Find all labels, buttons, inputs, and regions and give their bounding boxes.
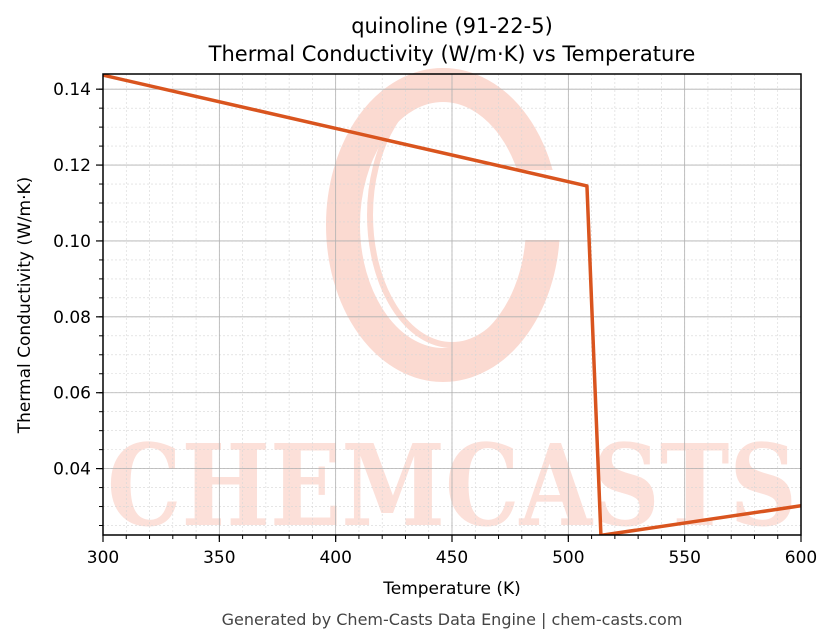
y-axis: 0.04 0.06 0.08 0.10 0.12 0.14 — [53, 80, 103, 527]
chart-title: quinoline (91-22-5) — [351, 14, 553, 38]
y-tick-label: 0.06 — [53, 384, 91, 404]
x-axis-label: Temperature (K) — [382, 579, 521, 599]
x-tick-label: 350 — [203, 548, 235, 568]
x-tick-label: 300 — [87, 548, 119, 568]
y-tick-label: 0.04 — [53, 460, 91, 480]
y-tick-label: 0.12 — [53, 156, 91, 176]
x-tick-label: 400 — [319, 548, 351, 568]
x-tick-label: 500 — [552, 548, 584, 568]
footer-credit: Generated by Chem-Casts Data Engine | ch… — [222, 610, 683, 629]
y-tick-label: 0.14 — [53, 80, 91, 100]
y-tick-label: 0.10 — [53, 232, 91, 252]
chart-subtitle: Thermal Conductivity (W/m·K) vs Temperat… — [208, 42, 696, 66]
x-tick-label: 600 — [785, 548, 817, 568]
x-tick-label: 450 — [436, 548, 468, 568]
y-tick-label: 0.08 — [53, 308, 91, 328]
series-line — [103, 74, 801, 535]
x-axis: 300 350 400 450 500 550 600 — [87, 535, 817, 568]
x-tick-label: 550 — [668, 548, 700, 568]
y-axis-label: Thermal Conductivity (W/m·K) — [15, 177, 35, 435]
